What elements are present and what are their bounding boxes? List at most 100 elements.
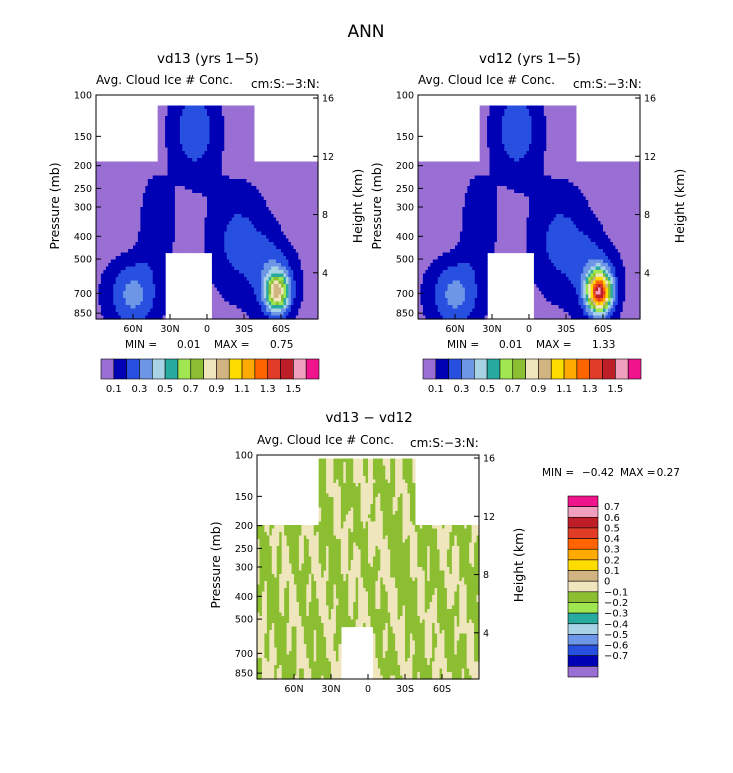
field-cell xyxy=(221,186,225,191)
field-cell xyxy=(244,308,248,313)
field-cell xyxy=(207,186,211,191)
field-cell xyxy=(244,154,248,159)
field-cell xyxy=(231,266,235,271)
field-cell xyxy=(305,245,309,250)
field-cell xyxy=(271,161,275,166)
field-cell xyxy=(496,119,500,124)
field-cell xyxy=(236,175,240,180)
field-cell xyxy=(135,280,139,285)
field-cell xyxy=(219,130,223,135)
field-cell xyxy=(244,305,248,310)
field-cell xyxy=(234,158,238,163)
field-cell xyxy=(145,238,149,243)
field-cell xyxy=(241,151,245,156)
field-cell xyxy=(295,312,299,317)
field-cell xyxy=(573,105,577,110)
pressure-tick-label: 150 xyxy=(74,132,92,143)
field-cell xyxy=(241,168,245,173)
field-cell xyxy=(281,238,285,243)
field-cell xyxy=(96,284,100,289)
field-cell xyxy=(113,165,117,170)
field-cell xyxy=(543,116,547,121)
field-cell xyxy=(123,203,127,208)
field-cell xyxy=(258,294,262,299)
field-cell xyxy=(199,235,203,240)
field-cell xyxy=(251,165,255,170)
field-cell xyxy=(236,112,240,117)
field-cell xyxy=(248,109,252,114)
field-cell xyxy=(209,105,213,110)
field-cell xyxy=(248,270,252,275)
field-cell xyxy=(174,196,178,201)
field-cell xyxy=(207,221,211,226)
field-cell xyxy=(482,140,486,145)
field-cell xyxy=(192,123,196,128)
field-cell xyxy=(211,315,215,320)
field-cell xyxy=(197,116,201,121)
field-cell xyxy=(152,228,156,233)
field-cell xyxy=(526,158,530,163)
field-cell xyxy=(256,238,260,243)
field-cell xyxy=(244,301,248,306)
field-cell xyxy=(207,147,211,152)
field-cell xyxy=(268,312,272,317)
field-cell xyxy=(137,203,141,208)
field-cell xyxy=(125,214,129,219)
field-cell xyxy=(504,137,508,142)
field-cell xyxy=(241,126,245,131)
field-cell xyxy=(268,315,272,320)
field-cell xyxy=(209,158,213,163)
field-cell xyxy=(137,182,141,187)
field-cell xyxy=(96,221,100,226)
field-cell xyxy=(187,217,191,222)
field-cell xyxy=(558,137,562,142)
field-cell xyxy=(315,228,319,233)
field-cell xyxy=(308,231,312,236)
field-cell xyxy=(211,252,215,257)
field-cell xyxy=(494,123,498,128)
field-cell xyxy=(290,175,294,180)
field-cell xyxy=(170,147,174,152)
field-cell xyxy=(123,291,127,296)
field-cell xyxy=(113,252,117,257)
field-cell xyxy=(531,112,535,117)
field-cell xyxy=(266,210,270,215)
field-cell xyxy=(248,126,252,131)
field-cell xyxy=(566,133,570,138)
field-cell xyxy=(256,182,260,187)
field-cell xyxy=(499,119,503,124)
field-cell xyxy=(184,123,188,128)
field-cell xyxy=(251,308,255,313)
field-cell xyxy=(303,315,307,320)
height-tick-label: 8 xyxy=(322,210,328,221)
field-cell xyxy=(231,312,235,317)
field-cell xyxy=(189,210,193,215)
field-cell xyxy=(162,301,166,306)
field-cell xyxy=(142,277,146,282)
field-cell xyxy=(103,284,107,289)
field-cell xyxy=(266,203,270,208)
field-cell xyxy=(123,224,127,229)
field-cell xyxy=(548,144,552,149)
field-cell xyxy=(125,203,129,208)
field-cell xyxy=(115,245,119,250)
field-cell xyxy=(239,137,243,142)
field-cell xyxy=(278,298,282,303)
field-cell xyxy=(187,123,191,128)
field-cell xyxy=(300,238,304,243)
field-cell xyxy=(290,182,294,187)
field-cell xyxy=(128,189,132,194)
field-cell xyxy=(145,301,149,306)
field-cell xyxy=(258,263,262,268)
field-cell xyxy=(123,214,127,219)
field-cell xyxy=(202,228,206,233)
field-cell xyxy=(157,315,161,320)
field-cell xyxy=(268,242,272,247)
field-cell xyxy=(128,280,132,285)
field-cell xyxy=(202,161,206,166)
field-cell xyxy=(241,301,245,306)
field-cell xyxy=(142,266,146,271)
field-cell xyxy=(231,308,235,313)
field-cell xyxy=(268,161,272,166)
field-cell xyxy=(511,140,515,145)
